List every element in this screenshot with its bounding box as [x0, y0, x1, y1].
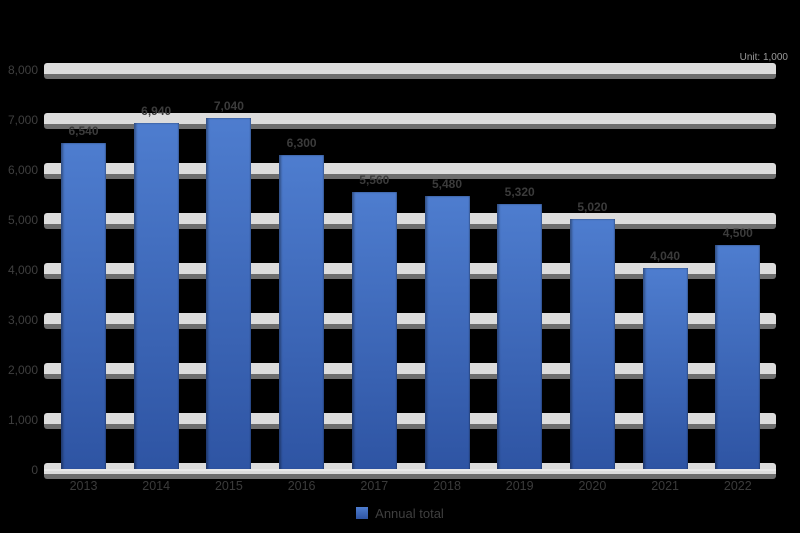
y-axis-tick-label: 0 — [31, 463, 38, 477]
bar — [351, 192, 397, 470]
bar — [497, 204, 543, 470]
bar-value-label: 5,480 — [431, 177, 463, 191]
bar — [642, 268, 688, 470]
bar-value-label: 6,940 — [141, 104, 172, 118]
bar-value-label: 6,540 — [68, 124, 99, 138]
x-axis-tick-label: 2018 — [433, 479, 461, 493]
unit-note: Unit: 1,000 — [739, 52, 788, 63]
bar-value-label: 5,320 — [504, 185, 535, 199]
y-axis-tick-label: 5,000 — [7, 213, 38, 227]
x-axis-tick-label: 2013 — [69, 479, 98, 493]
bar-value-label: 6,300 — [286, 136, 317, 150]
y-axis-tick-label: 4,000 — [7, 263, 38, 277]
bar — [279, 155, 325, 470]
bar-value-label: 5,560 — [359, 173, 390, 187]
legend: Annual total — [0, 503, 800, 523]
bar — [424, 196, 470, 470]
x-axis-tick-label: 2014 — [142, 479, 171, 493]
x-axis-tick-label: 2015 — [214, 479, 243, 493]
x-axis-tick-label: 2017 — [360, 479, 389, 493]
x-axis-tick-label: 2020 — [578, 479, 607, 493]
bar — [569, 219, 615, 470]
y-axis-tick-label: 6,000 — [7, 163, 38, 177]
y-axis-tick-label: 1,000 — [7, 413, 38, 427]
bar — [133, 123, 179, 470]
bar — [206, 118, 252, 470]
x-axis-line — [44, 469, 776, 471]
bar — [61, 143, 106, 470]
x-axis-tick-label: 2021 — [651, 479, 679, 493]
x-axis-tick-label: 2022 — [723, 479, 752, 493]
x-axis-tick-label: 2016 — [287, 479, 316, 493]
y-axis-tick-label: 3,000 — [7, 313, 38, 327]
bar-value-label: 7,040 — [213, 99, 244, 113]
gridline — [44, 63, 776, 79]
bar-value-label: 5,020 — [577, 200, 608, 214]
y-axis-tick-label: 7,000 — [7, 113, 38, 127]
x-axis-tick-label: 2019 — [505, 479, 534, 493]
bar — [715, 245, 761, 470]
y-axis-tick-label: 8,000 — [7, 63, 38, 77]
legend-label: Annual total — [375, 505, 444, 521]
y-axis-tick-label: 2,000 — [7, 363, 38, 377]
bar-value-label: 4,040 — [650, 249, 681, 263]
bar-value-label: 4,500 — [722, 226, 753, 240]
legend-marker-icon — [356, 507, 369, 519]
